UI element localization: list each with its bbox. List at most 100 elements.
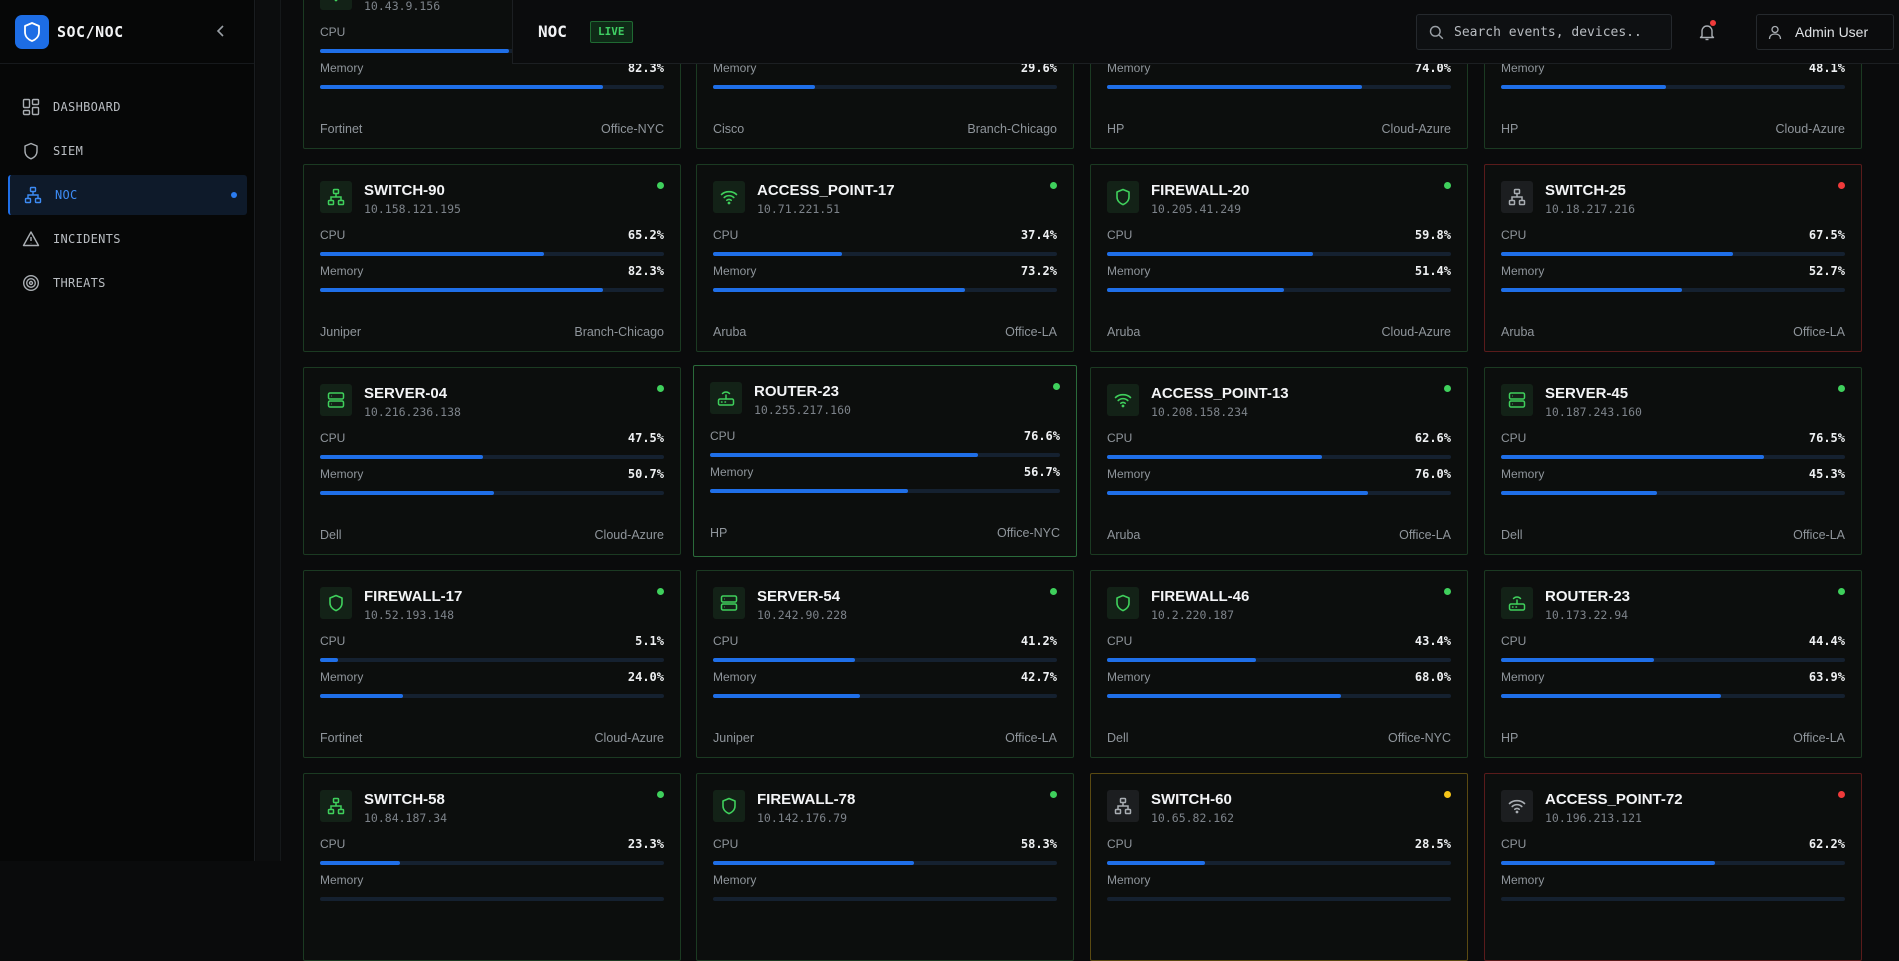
cpu-bar bbox=[1107, 252, 1451, 256]
memory-label: Memory bbox=[1107, 467, 1151, 481]
dashboard-icon bbox=[22, 98, 40, 116]
status-indicator bbox=[1838, 385, 1845, 392]
device-card[interactable]: ACCESS_POINT-72 10.196.213.121 CPU 62.2%… bbox=[1484, 773, 1862, 961]
collapse-sidebar-button[interactable] bbox=[212, 22, 230, 40]
memory-value: 42.7% bbox=[1020, 670, 1057, 684]
memory-bar bbox=[1501, 85, 1845, 89]
device-card[interactable]: ACCESS_POINT-13 10.208.158.234 CPU 62.6%… bbox=[1090, 367, 1468, 555]
status-indicator bbox=[1444, 588, 1451, 595]
device-vendor: Fortinet bbox=[320, 122, 363, 136]
shield-icon bbox=[24, 142, 38, 160]
memory-bar bbox=[1501, 897, 1845, 901]
cpu-bar-fill bbox=[710, 453, 979, 457]
server-icon bbox=[320, 384, 352, 416]
device-card[interactable]: SERVER-54 10.242.90.228 CPU 41.2% Memory… bbox=[696, 570, 1074, 758]
cpu-bar-fill bbox=[320, 49, 510, 53]
device-site: Office-LA bbox=[1793, 325, 1845, 339]
memory-value: 52.7% bbox=[1808, 264, 1845, 278]
memory-value: 82.3% bbox=[627, 264, 664, 278]
status-indicator bbox=[1444, 385, 1451, 392]
memory-label: Memory bbox=[710, 465, 754, 479]
sidebar-item-siem[interactable]: SIEM bbox=[8, 131, 247, 171]
cpu-bar-fill bbox=[320, 658, 338, 662]
memory-label: Memory bbox=[320, 873, 364, 887]
cpu-value: 43.4% bbox=[1414, 634, 1451, 648]
memory-value: 45.3% bbox=[1808, 467, 1845, 481]
cpu-bar bbox=[713, 658, 1057, 662]
sidebar-item-dashboard[interactable]: DASHBOARD bbox=[8, 87, 247, 127]
chevron-left-icon bbox=[216, 25, 224, 37]
device-card[interactable]: SWITCH-90 10.158.121.195 CPU 65.2% Memor… bbox=[303, 164, 681, 352]
device-name: FIREWALL-78 bbox=[757, 791, 856, 808]
device-site: Office-LA bbox=[1793, 731, 1845, 745]
sidebar-item-threats[interactable]: THREATS bbox=[8, 263, 247, 303]
device-card[interactable]: ACCESS_POINT-17 10.71.221.51 CPU 37.4% M… bbox=[696, 164, 1074, 352]
cpu-value: 62.2% bbox=[1808, 837, 1845, 851]
router-icon bbox=[710, 382, 742, 414]
device-card[interactable]: SWITCH-25 10.18.217.216 CPU 67.5% Memory… bbox=[1484, 164, 1862, 352]
device-name: FIREWALL-46 bbox=[1151, 588, 1250, 605]
sidebar-nav: DASHBOARD SIEM NOC INCIDENTS THREATS bbox=[0, 64, 254, 303]
memory-value: 68.0% bbox=[1414, 670, 1451, 684]
memory-bar bbox=[320, 491, 664, 495]
memory-label: Memory bbox=[1501, 264, 1545, 278]
device-card[interactable]: SERVER-45 10.187.243.160 CPU 76.5% Memor… bbox=[1484, 367, 1862, 555]
cpu-bar-fill bbox=[1501, 861, 1715, 865]
memory-label: Memory bbox=[1107, 670, 1151, 684]
device-card[interactable]: FIREWALL-20 10.205.41.249 CPU 59.8% Memo… bbox=[1090, 164, 1468, 352]
firewall-icon bbox=[1107, 587, 1139, 619]
memory-label: Memory bbox=[1107, 873, 1151, 887]
memory-label: Memory bbox=[713, 264, 757, 278]
alert-triangle-icon bbox=[22, 231, 40, 247]
device-card[interactable]: SWITCH-58 10.84.187.34 CPU 23.3% Memory bbox=[303, 773, 681, 961]
device-card[interactable]: SWITCH-60 10.65.82.162 CPU 28.5% Memory bbox=[1090, 773, 1468, 961]
user-icon bbox=[1765, 22, 1785, 42]
cpu-value: 62.6% bbox=[1414, 431, 1451, 445]
device-vendor: Dell bbox=[1501, 528, 1523, 542]
device-site: Office-LA bbox=[1399, 528, 1451, 542]
device-site: Office-NYC bbox=[601, 122, 664, 136]
notifications-button[interactable] bbox=[1693, 18, 1721, 46]
device-card[interactable]: SERVER-04 10.216.236.138 CPU 47.5% Memor… bbox=[303, 367, 681, 555]
device-name: ACCESS_POINT-17 bbox=[757, 182, 895, 199]
cpu-value: 5.1% bbox=[635, 634, 664, 648]
cpu-label: CPU bbox=[1107, 837, 1133, 851]
cpu-bar-fill bbox=[713, 658, 855, 662]
device-card[interactable]: ROUTER-23 10.255.217.160 CPU 76.6% Memor… bbox=[693, 365, 1077, 557]
device-card[interactable]: FIREWALL-17 10.52.193.148 CPU 5.1% Memor… bbox=[303, 570, 681, 758]
search-box[interactable] bbox=[1416, 14, 1672, 50]
device-card[interactable]: ROUTER-23 10.173.22.94 CPU 44.4% Memory … bbox=[1484, 570, 1862, 758]
memory-label: Memory bbox=[1501, 467, 1545, 481]
device-card[interactable]: FIREWALL-78 10.142.176.79 CPU 58.3% Memo… bbox=[696, 773, 1074, 961]
device-site: Cloud-Azure bbox=[594, 731, 664, 745]
device-site: Office-LA bbox=[1793, 528, 1845, 542]
status-indicator bbox=[1050, 182, 1057, 189]
cpu-bar bbox=[1107, 658, 1451, 662]
memory-bar-fill bbox=[710, 489, 909, 493]
status-indicator bbox=[657, 791, 664, 798]
cpu-bar bbox=[320, 658, 664, 662]
cpu-label: CPU bbox=[1501, 228, 1527, 242]
memory-value: 73.2% bbox=[1020, 264, 1057, 278]
search-input[interactable] bbox=[1454, 24, 1664, 40]
sidebar-item-label: SIEM bbox=[53, 144, 84, 158]
sidebar-item-incidents[interactable]: INCIDENTS bbox=[8, 219, 247, 259]
memory-value: 82.3% bbox=[627, 61, 664, 75]
device-vendor: HP bbox=[1107, 122, 1125, 136]
device-site: Branch-Chicago bbox=[967, 122, 1057, 136]
status-indicator bbox=[1050, 588, 1057, 595]
memory-bar bbox=[320, 897, 664, 901]
cpu-bar bbox=[713, 252, 1057, 256]
device-vendor: Aruba bbox=[1107, 325, 1141, 339]
device-name: ACCESS_POINT-72 bbox=[1545, 791, 1683, 808]
memory-value: 51.4% bbox=[1414, 264, 1451, 278]
sidebar-item-noc[interactable]: NOC bbox=[8, 175, 247, 215]
memory-label: Memory bbox=[713, 670, 757, 684]
device-ip: 10.208.158.234 bbox=[1151, 405, 1248, 419]
device-name: FIREWALL-20 bbox=[1151, 182, 1250, 199]
router-icon bbox=[1501, 587, 1533, 619]
cpu-bar bbox=[320, 861, 664, 865]
device-card[interactable]: FIREWALL-46 10.2.220.187 CPU 43.4% Memor… bbox=[1090, 570, 1468, 758]
user-menu-button[interactable]: Admin User bbox=[1756, 14, 1894, 50]
device-ip: 10.242.90.228 bbox=[757, 608, 848, 622]
